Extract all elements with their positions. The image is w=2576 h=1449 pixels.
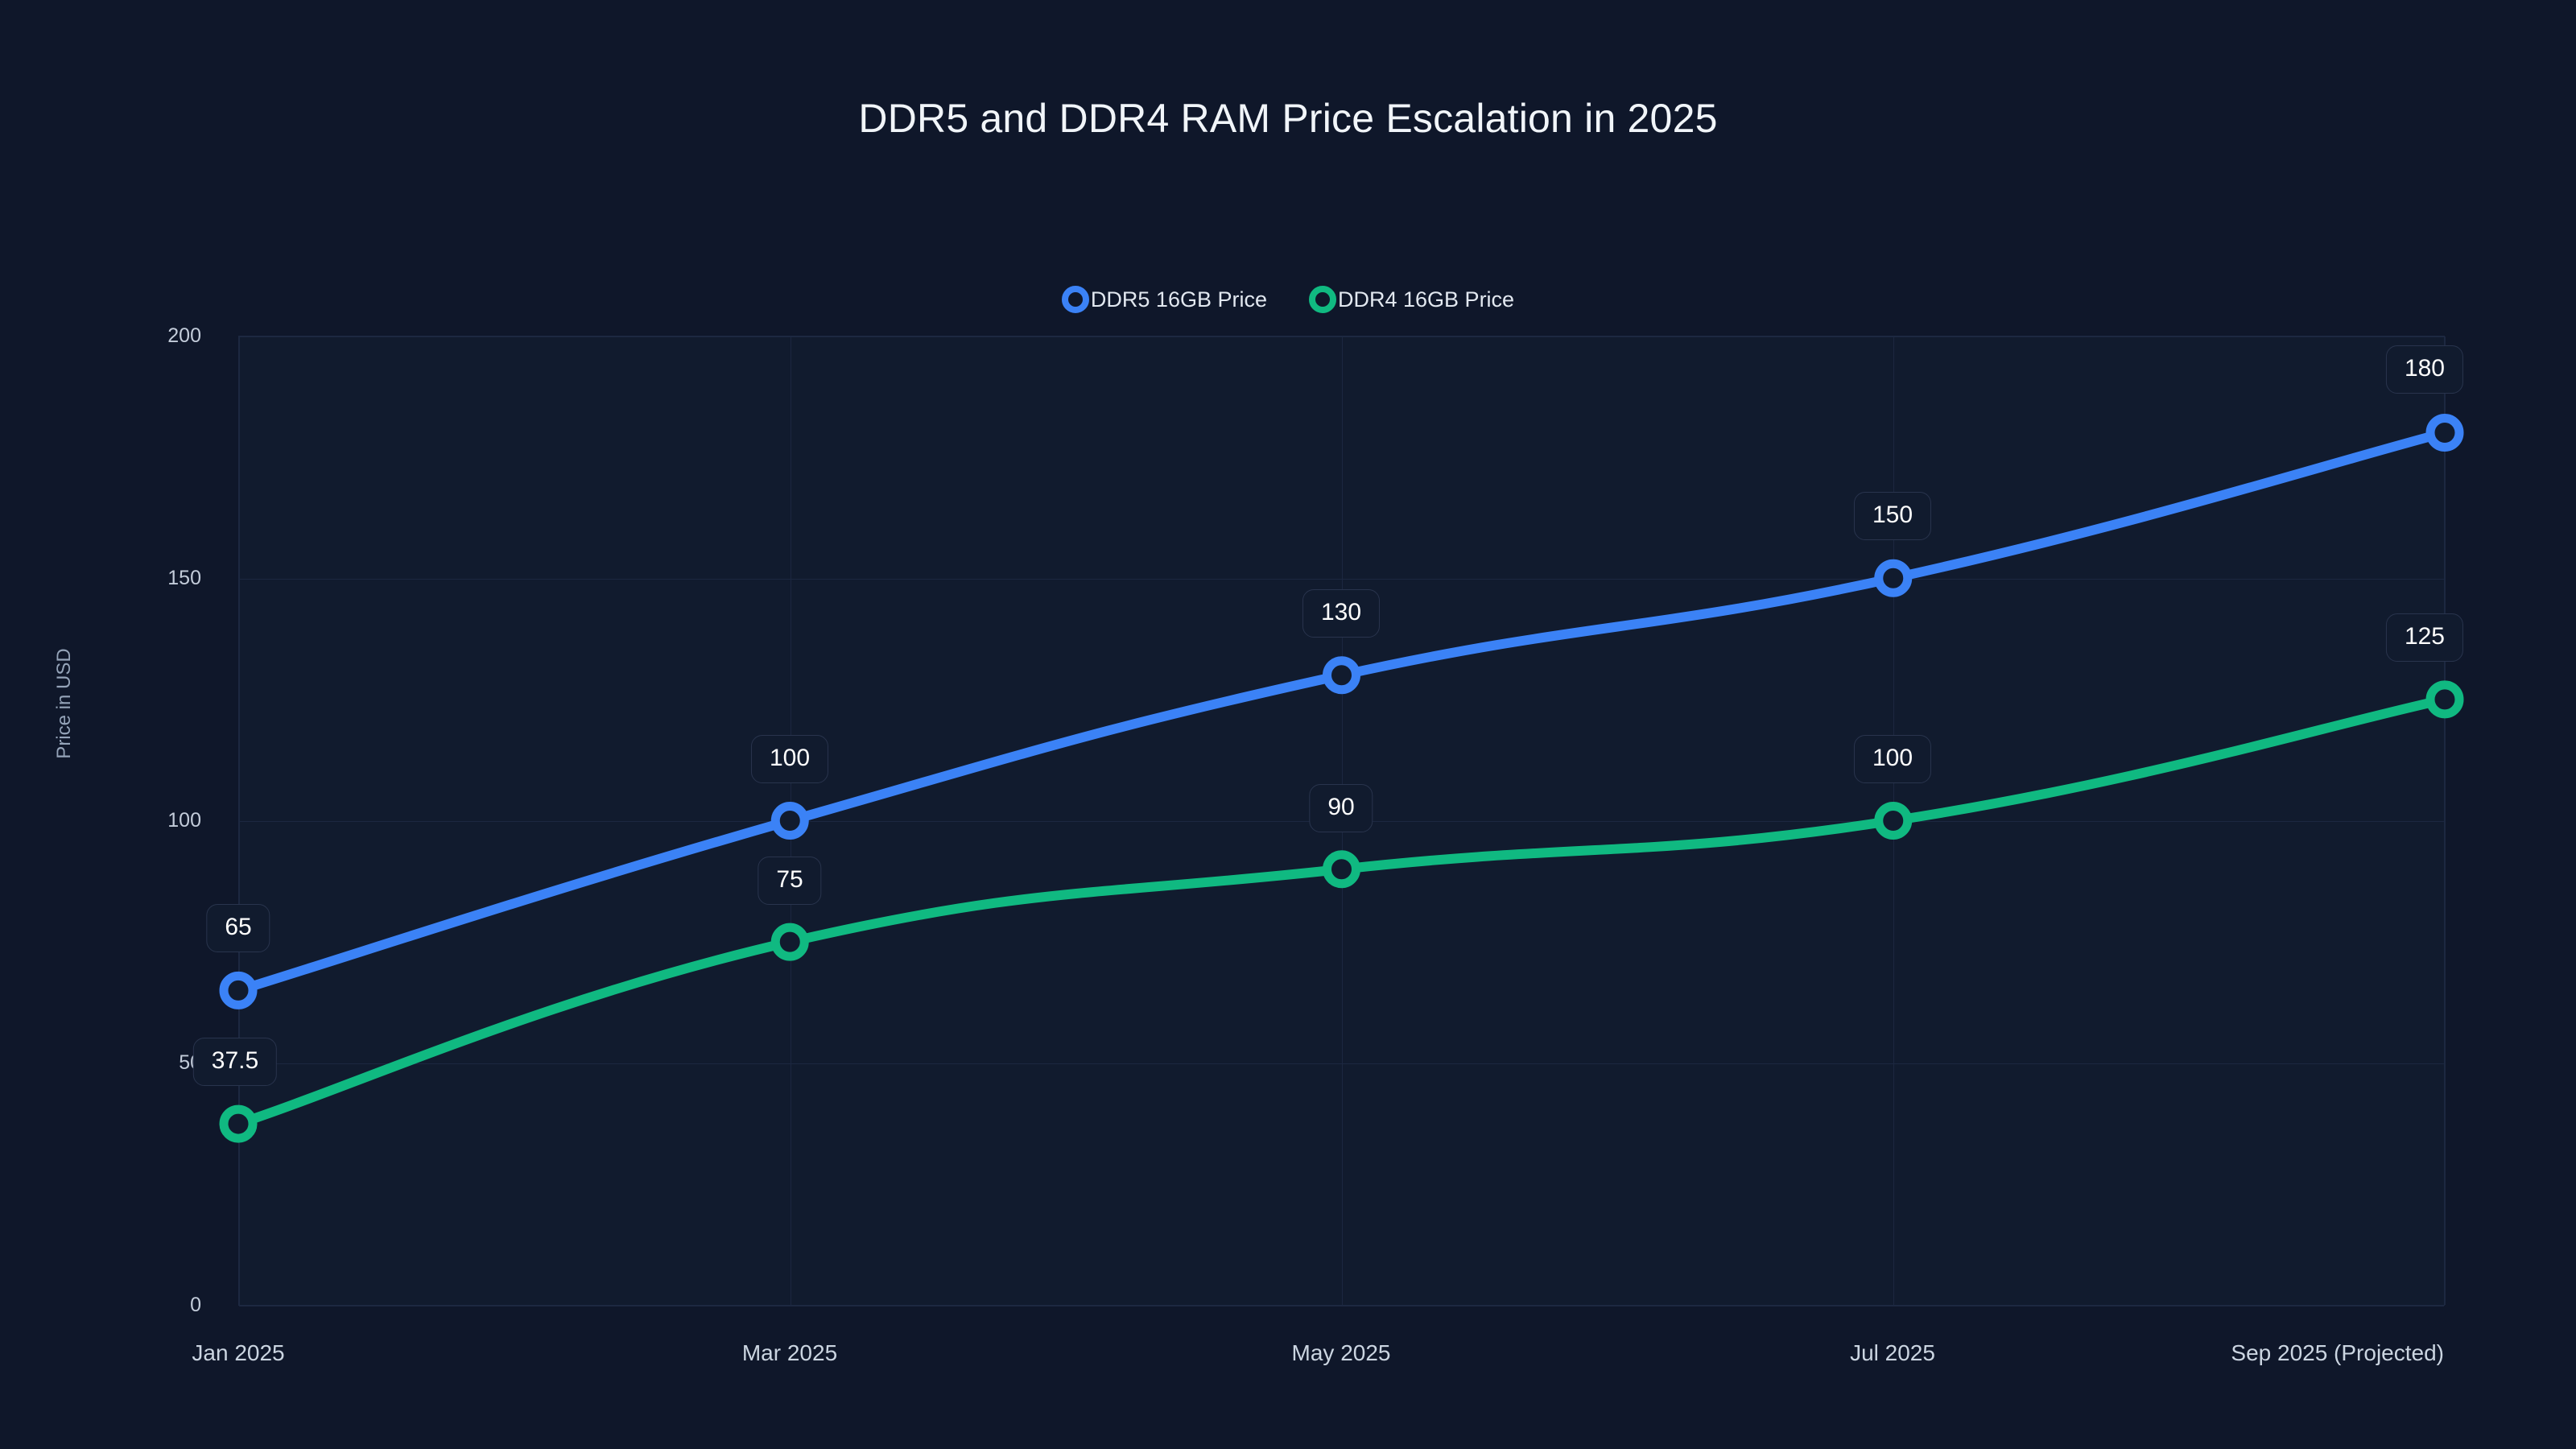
data-point-marker[interactable] xyxy=(1323,850,1360,889)
data-point-label: 100 xyxy=(750,735,829,783)
gridline-horizontal xyxy=(239,1306,2444,1307)
gridline-vertical xyxy=(2445,336,2446,1305)
data-point-marker[interactable] xyxy=(770,802,809,840)
gridline-horizontal xyxy=(239,336,2444,337)
data-point-label: 75 xyxy=(758,857,822,905)
y-axis-tick-label: 150 xyxy=(167,567,201,589)
data-point-marker[interactable] xyxy=(1874,559,1913,597)
data-point-label: 180 xyxy=(2385,345,2463,394)
y-axis-tick-label: 200 xyxy=(167,324,201,347)
data-point-marker[interactable] xyxy=(2425,680,2464,719)
y-axis-tick-label: 100 xyxy=(167,809,201,832)
x-axis-tick-label: Sep 2025 (Projected) xyxy=(2231,1340,2444,1365)
data-point-marker[interactable] xyxy=(770,923,809,961)
data-point-label: 150 xyxy=(1853,492,1932,540)
x-axis-tick-label: Mar 2025 xyxy=(741,1340,838,1365)
data-point-label: 37.5 xyxy=(192,1038,278,1086)
legend-item-ddr5[interactable]: DDR5 16GB Price xyxy=(1061,286,1267,313)
gridline-vertical xyxy=(239,336,240,1305)
data-point-marker[interactable] xyxy=(1323,656,1360,695)
data-point-marker[interactable] xyxy=(219,1104,258,1143)
data-point-marker[interactable] xyxy=(1874,802,1913,840)
data-point-marker[interactable] xyxy=(219,971,258,1009)
data-point-label: 65 xyxy=(206,904,270,952)
data-point-marker[interactable] xyxy=(2425,414,2464,452)
data-point-label: 125 xyxy=(2385,613,2463,662)
x-axis-tick-label: Jan 2025 xyxy=(192,1340,285,1365)
chart-legend: DDR5 16GB Price DDR4 16GB Price xyxy=(0,286,2576,313)
data-point-label: 90 xyxy=(1309,784,1373,832)
circle-outline-icon xyxy=(1309,286,1336,313)
x-axis-tick-label: Jul 2025 xyxy=(1850,1340,1935,1365)
legend-item-ddr4[interactable]: DDR4 16GB Price xyxy=(1309,286,1514,313)
legend-item-label: DDR5 16GB Price xyxy=(1090,287,1267,312)
page-title: DDR5 and DDR4 RAM Price Escalation in 20… xyxy=(858,96,1718,141)
y-axis-tick-label: 50 xyxy=(179,1051,201,1074)
legend-item-label: DDR4 16GB Price xyxy=(1338,287,1515,312)
x-axis-tick-label: May 2025 xyxy=(1291,1340,1391,1365)
data-point-label: 130 xyxy=(1302,589,1381,638)
circle-outline-icon xyxy=(1061,286,1089,313)
y-axis-title: Price in USD xyxy=(53,648,75,759)
y-axis-tick-label: 0 xyxy=(190,1294,201,1316)
data-point-label: 100 xyxy=(1853,735,1932,783)
